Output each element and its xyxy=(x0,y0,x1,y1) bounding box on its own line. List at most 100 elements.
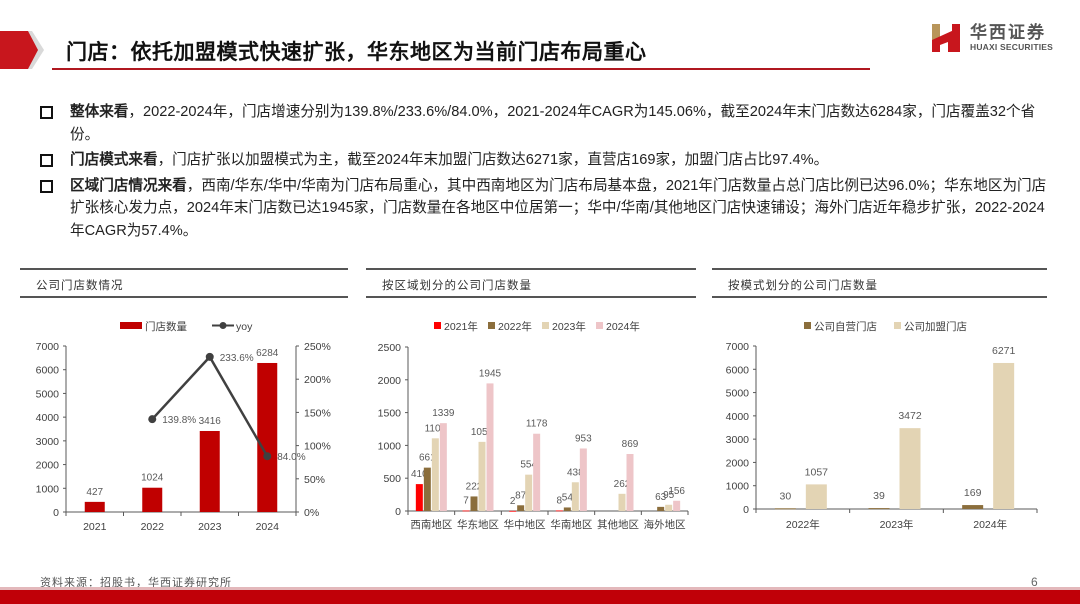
svg-text:1000: 1000 xyxy=(378,440,402,452)
svg-text:2021年: 2021年 xyxy=(444,320,478,333)
svg-text:2024年: 2024年 xyxy=(606,320,640,333)
page-number: 6 xyxy=(1031,575,1038,589)
svg-text:169: 169 xyxy=(964,487,982,499)
svg-text:30: 30 xyxy=(779,490,791,502)
svg-text:1054: 1054 xyxy=(471,427,494,438)
svg-text:1000: 1000 xyxy=(36,483,60,495)
chart-legend: 2021年 2022年 2023年 2024年 xyxy=(434,320,640,333)
logo-name-en: HUAXI SECURITIES xyxy=(970,42,1054,52)
bar xyxy=(533,433,541,511)
bullet-heading: 门店模式来看 xyxy=(70,152,158,168)
svg-text:2022年: 2022年 xyxy=(498,320,532,333)
svg-text:0: 0 xyxy=(395,506,401,518)
svg-text:2023: 2023 xyxy=(198,521,222,533)
svg-text:869: 869 xyxy=(622,439,639,450)
svg-text:2023年: 2023年 xyxy=(880,518,914,531)
svg-text:661: 661 xyxy=(419,453,436,464)
bar xyxy=(84,501,105,512)
svg-text:2021: 2021 xyxy=(83,521,107,533)
svg-text:95: 95 xyxy=(663,490,675,501)
svg-text:39: 39 xyxy=(873,490,885,502)
bar xyxy=(555,510,563,512)
svg-text:0%: 0% xyxy=(304,507,319,519)
bar xyxy=(431,438,439,511)
svg-text:87: 87 xyxy=(515,490,527,501)
summary-bullets: 整体来看，2022-2024年，门店增速分别为139.8%/233.6%/84.… xyxy=(40,101,1050,245)
svg-text:2024年: 2024年 xyxy=(973,518,1007,531)
store-count-chart: 门店数量 yoy 0 1000 2000 3000 4000 5000 6000 7000 0% 50… xyxy=(36,320,331,533)
bar xyxy=(525,474,533,511)
svg-text:其他地区: 其他地区 xyxy=(597,518,639,531)
bullet-text: ，门店扩张以加盟模式为主，截至2024年末加盟门店数达6271家，直营店169家… xyxy=(157,152,829,168)
svg-text:6000: 6000 xyxy=(36,365,60,377)
title-underline xyxy=(52,68,870,70)
chart-legend: 门店数量 yoy xyxy=(120,320,253,333)
chart-legend: 公司自营门店 公司加盟门店 xyxy=(804,320,967,333)
svg-text:1024: 1024 xyxy=(141,473,164,484)
checkbox-bullet-icon xyxy=(40,106,53,119)
svg-text:6000: 6000 xyxy=(726,364,750,376)
svg-text:2024: 2024 xyxy=(256,521,280,533)
panel-region-count: 按区域划分的公司门店数量 2021年 2022年 2023年 2024年 0 500 100… xyxy=(366,268,696,563)
bullet-region: 区域门店情况来看，西南/华东/华中/华南为门店布局重心，其中西南地区为门店布局基… xyxy=(40,175,1050,243)
svg-text:233.6%: 233.6% xyxy=(220,353,254,364)
svg-text:2022: 2022 xyxy=(141,521,165,533)
svg-text:2500: 2500 xyxy=(378,342,402,354)
bar xyxy=(462,510,470,512)
svg-text:华东地区: 华东地区 xyxy=(457,518,499,531)
bar xyxy=(415,484,423,511)
svg-text:2022年: 2022年 xyxy=(786,518,820,531)
svg-text:yoy: yoy xyxy=(236,321,253,333)
svg-text:84.0%: 84.0% xyxy=(277,452,305,463)
bar xyxy=(571,482,579,511)
svg-text:262: 262 xyxy=(614,479,631,490)
svg-text:2: 2 xyxy=(510,496,516,507)
svg-text:3472: 3472 xyxy=(898,410,922,422)
bar xyxy=(257,362,278,512)
bar xyxy=(618,493,626,511)
svg-text:6284: 6284 xyxy=(256,348,279,359)
panel-model-count: 按模式划分的公司门店数量 公司自营门店 公司加盟门店 0 1000 2000 3000 40… xyxy=(712,268,1047,563)
svg-text:3000: 3000 xyxy=(726,434,750,446)
panel-title: 按区域划分的公司门店数量 xyxy=(382,278,532,292)
checkbox-bullet-icon xyxy=(40,179,53,193)
svg-text:0: 0 xyxy=(53,507,59,519)
svg-text:7: 7 xyxy=(463,496,469,507)
bar xyxy=(962,505,984,509)
bar xyxy=(774,508,796,510)
svg-text:8: 8 xyxy=(557,495,563,506)
svg-text:5000: 5000 xyxy=(726,388,750,400)
svg-text:6271: 6271 xyxy=(992,345,1016,357)
svg-text:54: 54 xyxy=(562,492,574,503)
svg-text:2000: 2000 xyxy=(36,460,60,472)
svg-text:公司加盟门店: 公司加盟门店 xyxy=(904,320,967,333)
svg-text:427: 427 xyxy=(86,487,103,498)
svg-text:953: 953 xyxy=(575,433,592,444)
logo-name-cn: 华西证券 xyxy=(970,23,1046,43)
bar xyxy=(868,508,890,510)
company-logo: 华西证券 HUAXI SECURITIES xyxy=(930,22,1053,54)
bar xyxy=(470,496,478,511)
svg-text:50%: 50% xyxy=(304,474,325,486)
panel-store-count: 公司门店数情况 门店数量 yoy 0 1000 2000 3000 4000 5000 6000… xyxy=(20,268,348,563)
svg-text:500: 500 xyxy=(383,473,401,485)
bar xyxy=(509,510,517,512)
bullet-heading: 整体来看 xyxy=(70,104,129,120)
svg-text:554: 554 xyxy=(520,460,537,471)
footer-bar xyxy=(0,590,1080,604)
svg-text:438: 438 xyxy=(567,467,584,478)
bullet-heading: 区域门店情况来看 xyxy=(70,177,187,194)
svg-text:410: 410 xyxy=(411,469,428,480)
bar xyxy=(665,504,673,511)
huaxi-h-logo-icon xyxy=(930,22,962,54)
svg-text:2000: 2000 xyxy=(726,457,750,469)
source-note: 资料来源：招股书，华西证券研究所 xyxy=(40,576,232,589)
svg-text:100%: 100% xyxy=(304,441,331,453)
svg-text:1500: 1500 xyxy=(378,408,402,420)
bar xyxy=(423,467,431,511)
svg-text:华南地区: 华南地区 xyxy=(550,518,592,531)
svg-text:222: 222 xyxy=(466,481,483,492)
svg-text:1057: 1057 xyxy=(805,466,829,478)
bullet-text: ，西南/华东/华中/华南为门店布局重心，其中西南地区为门店布局基本盘，2021年… xyxy=(70,177,1047,239)
svg-text:139.8%: 139.8% xyxy=(162,415,196,426)
